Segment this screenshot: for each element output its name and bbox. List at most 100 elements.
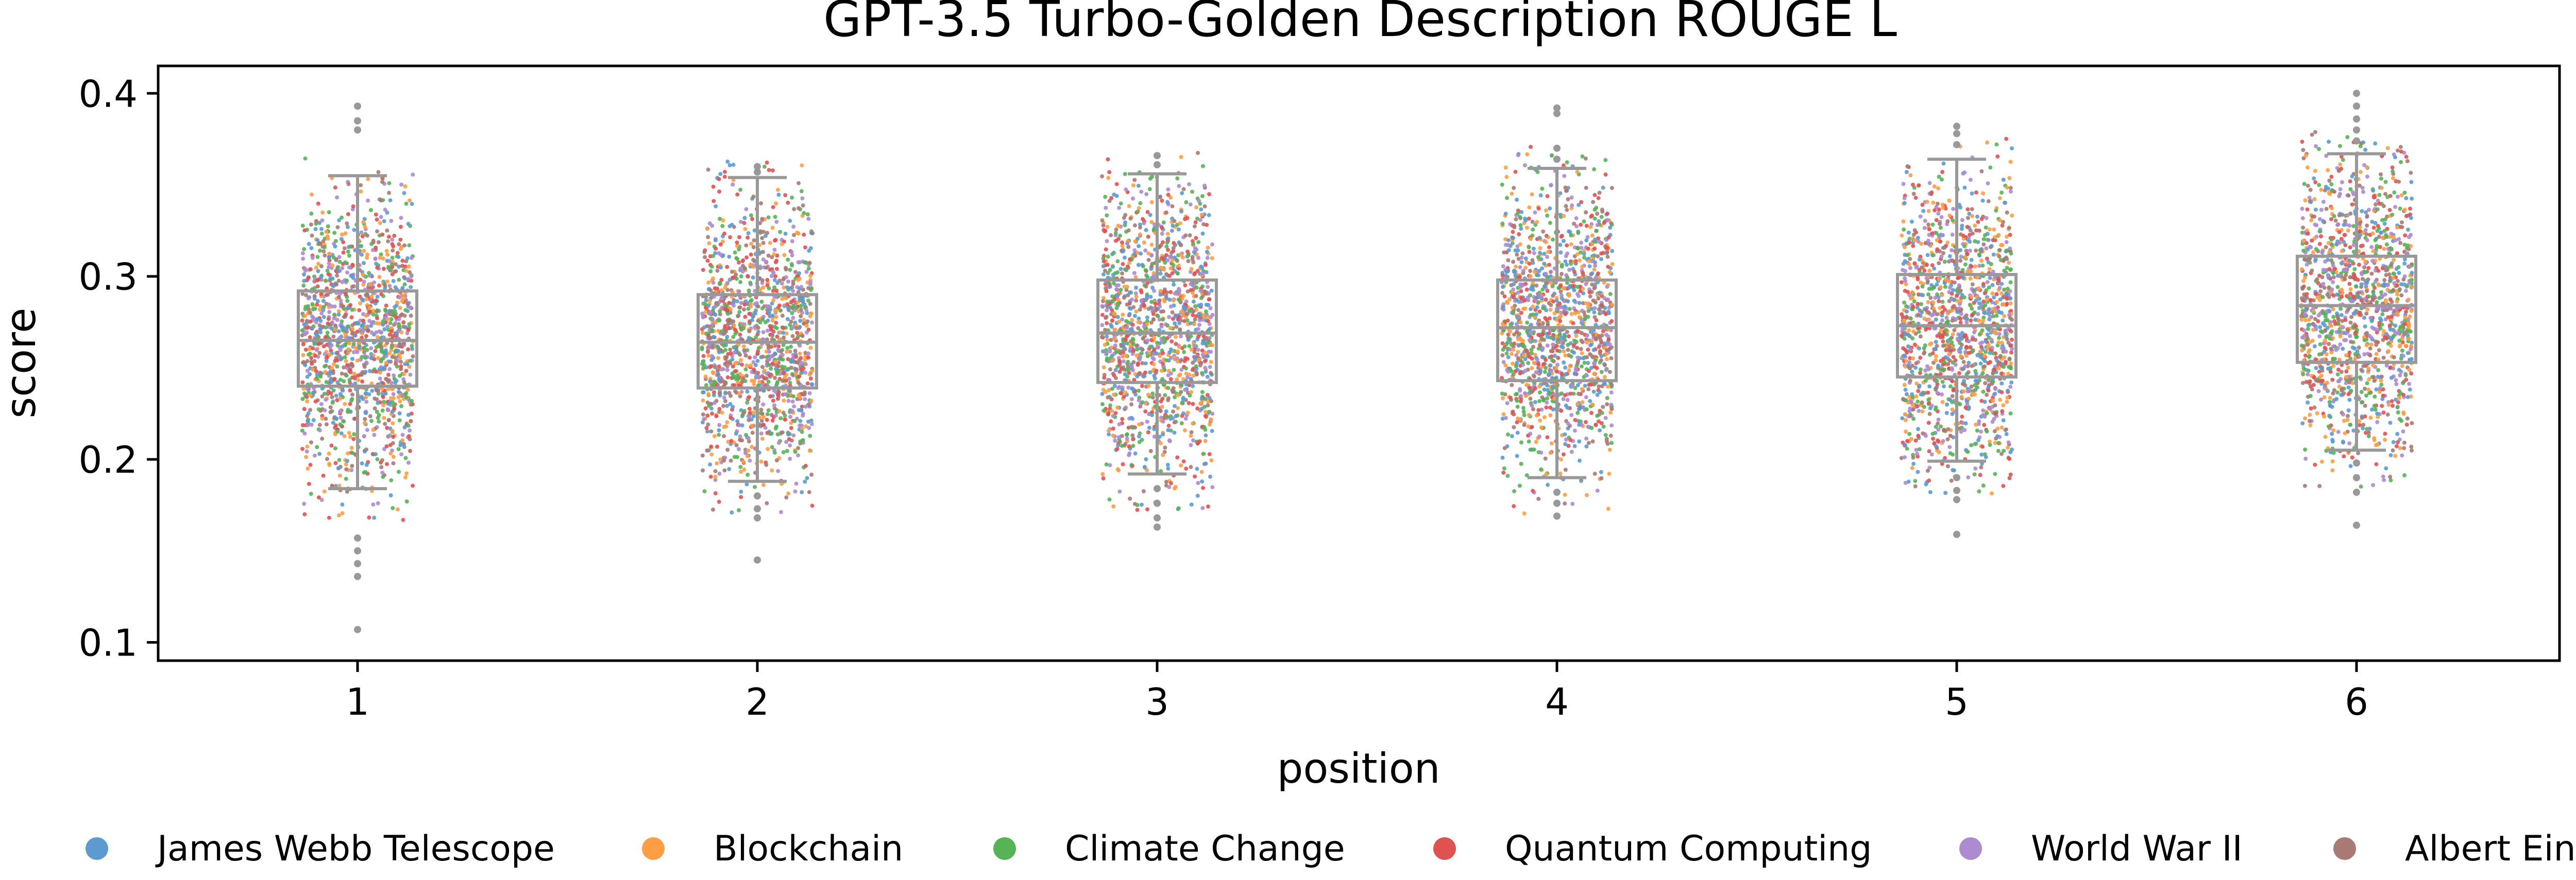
strip-point [743, 451, 748, 455]
strip-point [393, 305, 397, 309]
strip-point [363, 225, 367, 229]
strip-point [362, 280, 366, 284]
strip-point [773, 351, 777, 356]
strip-point [1114, 182, 1119, 186]
strip-point [809, 399, 814, 403]
strip-point [1185, 249, 1190, 254]
strip-point [793, 450, 798, 454]
strip-point [387, 351, 392, 355]
strip-point [770, 333, 775, 338]
strip-point [1163, 445, 1167, 450]
strip-point [1188, 202, 1193, 207]
strip-point [365, 255, 369, 260]
strip-point [770, 314, 775, 318]
strip-point [713, 286, 717, 290]
strip-point [408, 305, 413, 309]
strip-point [1512, 489, 1516, 493]
strip-point [728, 348, 733, 352]
strip-point [361, 220, 366, 225]
strip-point [1207, 213, 1211, 217]
strip-point [400, 258, 405, 263]
strip-point [747, 329, 752, 334]
strip-point [1164, 409, 1168, 413]
strip-point [345, 459, 349, 463]
strip-point [773, 359, 778, 364]
strip-point [808, 376, 813, 381]
strip-point [407, 243, 412, 248]
strip-point [1125, 241, 1130, 246]
strip-point [709, 429, 714, 434]
strip-point [778, 230, 783, 234]
strip-point [1131, 387, 1136, 391]
strip-point [1196, 348, 1200, 352]
strip-point [1158, 292, 1163, 297]
strip-point [326, 272, 331, 277]
strip-point [803, 245, 807, 250]
strip-point [346, 182, 351, 186]
strip-point [1131, 443, 1136, 448]
strip-point [725, 368, 730, 372]
strip-point [1146, 257, 1151, 262]
strip-point [309, 422, 314, 427]
strip-point [701, 354, 706, 358]
strip-point [709, 444, 714, 449]
strip-point [399, 452, 404, 457]
strip-point [350, 392, 354, 397]
strip-point [372, 280, 376, 285]
strip-point [402, 191, 406, 195]
strip-point [363, 470, 368, 474]
strip-point [1115, 270, 1120, 274]
strip-point [1600, 208, 1604, 212]
strip-point [1136, 183, 1141, 188]
strip-point [1515, 404, 1520, 409]
strip-point [1210, 485, 1215, 490]
strip-point [1138, 201, 1143, 205]
strip-point [701, 390, 706, 394]
strip-point [714, 204, 718, 209]
strip-point [1565, 208, 1569, 212]
strip-point [1203, 350, 1208, 355]
strip-point [1103, 342, 1107, 347]
strip-point [775, 396, 780, 401]
strip-point [349, 315, 354, 320]
strip-point [394, 378, 399, 383]
strip-point [784, 275, 788, 280]
strip-point [1132, 271, 1137, 275]
strip-point [802, 392, 807, 396]
strip-point [390, 355, 395, 359]
strip-point [1113, 368, 1118, 372]
strip-point [1197, 312, 1201, 316]
strip-point [1558, 289, 1563, 294]
strip-point [767, 286, 771, 290]
strip-point [1141, 489, 1146, 493]
strip-point [798, 319, 803, 323]
strip-point [786, 257, 790, 262]
strip-point [1180, 413, 1184, 418]
strip-point [1187, 182, 1192, 186]
strip-point [1148, 176, 1153, 181]
strip-point [1193, 246, 1197, 251]
strip-point [782, 285, 786, 290]
strip-point [1511, 230, 1515, 234]
strip-point [1608, 292, 1613, 296]
strip-point [710, 411, 715, 416]
strip-point [808, 314, 812, 319]
strip-point [1527, 250, 1532, 254]
strip-point [377, 283, 381, 288]
strip-point [336, 269, 341, 273]
strip-point [1123, 442, 1128, 446]
strip-point [1590, 439, 1595, 444]
strip-point [313, 399, 318, 404]
strip-point [379, 330, 383, 335]
strip-point [1142, 303, 1146, 308]
strip-point [362, 363, 366, 367]
strip-point [717, 391, 722, 396]
strip-point [1151, 317, 1156, 322]
strip-point [717, 428, 721, 433]
strip-point [803, 404, 808, 409]
strip-point [1181, 294, 1185, 298]
strip-point [371, 502, 376, 507]
strip-point [1148, 305, 1153, 310]
strip-point [1560, 371, 1564, 376]
strip-point [385, 252, 390, 257]
